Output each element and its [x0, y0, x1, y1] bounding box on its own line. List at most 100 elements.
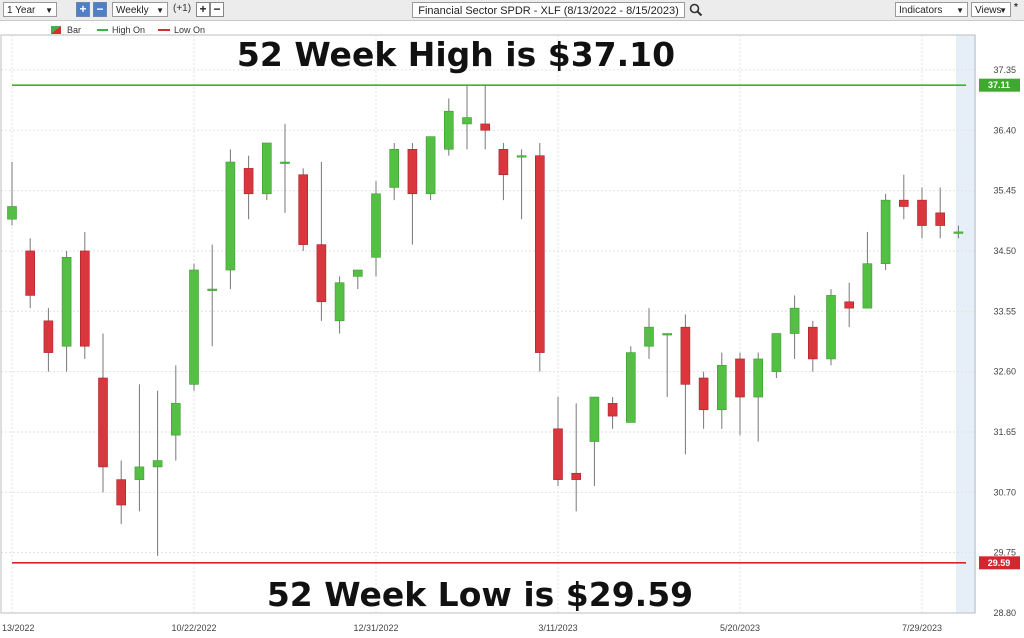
candle-body	[789, 307, 800, 334]
offset-plus-button[interactable]: +	[196, 2, 210, 17]
y-tick-label: 35.45	[993, 186, 1016, 196]
legend-high-label: High On	[112, 25, 145, 35]
toolbar: 1 Year ▼ + − Weekly ▼ (+1) + − Financial S…	[0, 0, 1024, 21]
candle-body	[644, 326, 654, 347]
legend-bar-label: Bar	[67, 25, 81, 35]
candle-body	[680, 326, 691, 385]
x-tick-label: 3/11/2023	[538, 623, 577, 633]
candle-body	[261, 142, 272, 195]
candle-body	[553, 428, 563, 480]
y-tick-label: 28.80	[993, 608, 1016, 618]
candle-body	[589, 396, 600, 442]
high-price-badge-label: 37.11	[988, 80, 1010, 90]
chart-title-text: Financial Sector SPDR - XLF (8/13/2022 -…	[418, 5, 679, 17]
candle-body	[826, 295, 836, 360]
chevron-down-icon: ▼	[45, 6, 53, 15]
chevron-down-icon: ▼	[156, 6, 164, 15]
y-tick-label: 33.55	[993, 306, 1016, 316]
candle-body	[116, 479, 126, 506]
candle-body	[352, 269, 363, 277]
candle-body	[753, 358, 764, 398]
candle-body	[61, 257, 72, 347]
indicators-label: Indicators	[899, 5, 943, 16]
period-select[interactable]: 1 Year ▼	[3, 2, 57, 17]
search-icon[interactable]	[689, 3, 703, 17]
candle-body	[698, 377, 709, 411]
price-chart: 28.80 29.75 30.70 31.65 32.60 33.55 34.50 35.45…	[0, 25, 1020, 633]
candle-body	[43, 320, 54, 353]
period-value: 1 Year	[7, 5, 36, 16]
y-tick-label: 36.40	[993, 125, 1016, 135]
candle-body	[935, 212, 946, 226]
candle-body	[407, 149, 418, 195]
candle-body	[844, 301, 855, 309]
y-tick-label: 30.70	[993, 487, 1016, 497]
indicators-dropdown[interactable]: Indicators ▼	[895, 2, 968, 17]
candle-body	[80, 250, 90, 347]
candle-body	[917, 199, 927, 226]
future-shade	[956, 35, 976, 613]
legend-bar-swatch-down	[51, 26, 61, 34]
candle-body	[225, 161, 236, 271]
symbol-title-box[interactable]: Financial Sector SPDR - XLF (8/13/2022 -…	[412, 2, 685, 18]
low-price-badge	[979, 556, 1020, 570]
y-tick-label: 31.65	[993, 427, 1016, 437]
candle-body	[735, 358, 745, 398]
remove-period-button[interactable]: −	[93, 2, 107, 17]
candle-body	[771, 333, 782, 372]
candle-body	[462, 117, 472, 125]
chevron-down-icon: ▼	[956, 6, 964, 15]
candle-body	[171, 403, 181, 436]
candle-body	[243, 168, 254, 195]
candles-layer	[7, 85, 964, 556]
high-annotation: 52 Week High is $37.10	[237, 35, 675, 74]
offset-minus-button[interactable]: −	[210, 2, 224, 17]
y-axis: 28.80 29.75 30.70 31.65 32.60 33.55 34.50 35.45…	[993, 65, 1016, 618]
interval-select[interactable]: Weekly ▼	[112, 2, 168, 17]
candle-body	[134, 466, 145, 480]
candle-body	[98, 377, 108, 468]
x-axis: 13/2022 10/22/2022 12/31/2022 3/11/2023 5/20…	[2, 623, 942, 633]
offset-label: (+1)	[173, 3, 192, 14]
candle-body	[316, 244, 327, 303]
candle-body	[298, 174, 309, 245]
add-period-button[interactable]: +	[76, 2, 90, 17]
low-annotation: 52 Week Low is $29.59	[267, 575, 693, 614]
candle-body	[25, 250, 36, 296]
candle-body	[334, 282, 345, 322]
candle-body	[389, 149, 400, 188]
candle-body	[534, 155, 545, 353]
candle-body	[862, 263, 873, 309]
candle-body	[953, 231, 964, 234]
interval-value: Weekly	[116, 5, 149, 16]
legend: Bar High On Low On	[51, 25, 205, 35]
candle-body	[480, 123, 491, 131]
x-tick-label: 12/31/2022	[353, 623, 398, 633]
candle-body	[607, 403, 618, 417]
x-tick-label: 7/29/2023	[902, 623, 942, 633]
candle-body	[425, 136, 436, 195]
candle-body	[571, 472, 582, 480]
candle-body	[207, 288, 217, 291]
x-tick-label: 5/20/2023	[720, 623, 760, 633]
candle-body	[716, 364, 727, 411]
candle-body	[807, 326, 818, 360]
legend-low-label: Low On	[174, 25, 205, 35]
candle-body	[880, 199, 891, 264]
chevron-down-icon: ▼	[999, 6, 1007, 15]
plot-frame	[0, 34, 976, 614]
favorite-star-icon[interactable]: *	[1014, 2, 1018, 13]
candle-body	[516, 155, 527, 158]
candle-body	[152, 460, 163, 468]
high-price-badge	[979, 78, 1020, 92]
candle-body	[189, 269, 199, 385]
candle-body	[280, 161, 290, 164]
candle-body	[443, 110, 454, 150]
y-tick-label: 37.35	[993, 65, 1016, 75]
candle-body	[371, 193, 381, 258]
candle-body	[7, 206, 17, 220]
y-tick-label: 34.50	[993, 246, 1016, 256]
x-tick-label: 13/2022	[2, 623, 35, 633]
candle-body	[898, 199, 909, 207]
views-dropdown[interactable]: Views ▼	[971, 2, 1011, 17]
